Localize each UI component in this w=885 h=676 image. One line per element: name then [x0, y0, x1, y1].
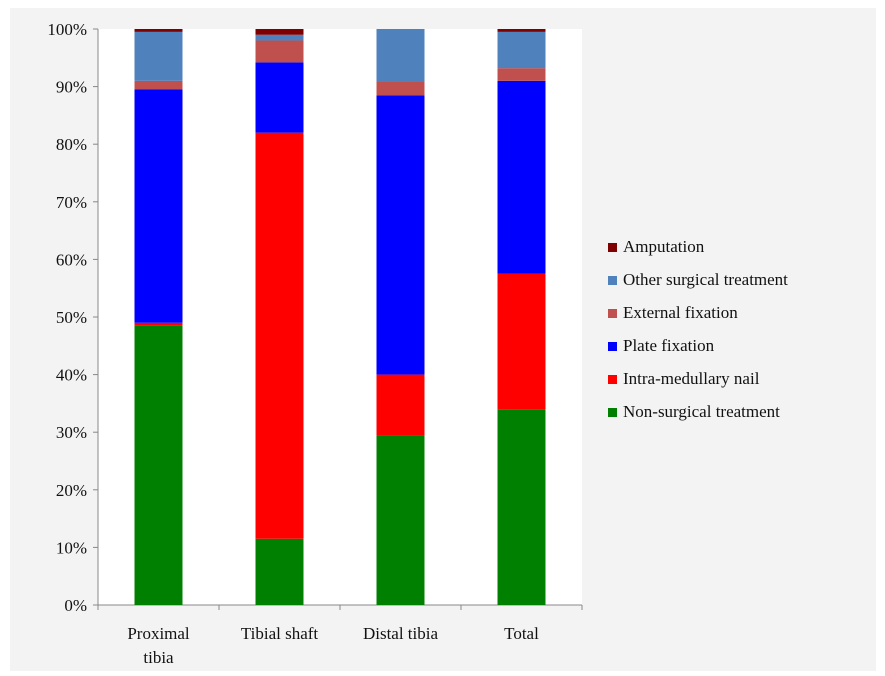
y-tick-label: 100%: [47, 20, 87, 39]
legend-swatch: [608, 276, 617, 285]
y-tick-label: 60%: [56, 250, 87, 269]
bar-segment: [497, 273, 546, 410]
bar-segment: [134, 322, 183, 326]
x-tick-label: tibia: [143, 648, 174, 667]
legend-swatch: [608, 342, 617, 351]
legend-item: Non-surgical treatment: [608, 402, 780, 421]
legend-label: Plate fixation: [623, 336, 715, 355]
bar-segment: [255, 40, 304, 63]
x-tick-label: Tibial shaft: [241, 624, 319, 643]
x-axis: Proximal tibia Tibial shaft Distal tibia Tot…: [97, 604, 583, 667]
y-tick-label: 50%: [56, 308, 87, 327]
legend-label: External fixation: [623, 303, 738, 322]
bar-segment: [255, 538, 304, 605]
bar-segment: [255, 29, 304, 35]
bar-segment: [497, 31, 546, 69]
bar-segment: [376, 81, 425, 96]
legend: Amputation Other surgical treatment Extern…: [608, 237, 788, 421]
bar-segment: [376, 29, 425, 82]
bar-segment: [134, 89, 183, 323]
legend-item: Other surgical treatment: [608, 270, 788, 289]
chart-frame: 0% 10% 20% 30% 40% 50% 60% 70% 80% 90% 100% Proxim…: [10, 8, 876, 671]
stacked-bar-chart: 0% 10% 20% 30% 40% 50% 60% 70% 80% 90% 100% Proxim…: [47, 20, 788, 667]
y-tick-label: 90%: [56, 78, 87, 97]
y-tick-label: 40%: [56, 366, 87, 385]
bar-segment: [497, 80, 546, 274]
legend-label: Amputation: [623, 237, 705, 256]
bar-segment: [376, 95, 425, 375]
bar-segment: [255, 62, 304, 133]
y-tick-label: 20%: [56, 481, 87, 500]
bar-segment: [376, 374, 425, 436]
legend-swatch: [608, 375, 617, 384]
bar-segment: [255, 34, 304, 41]
legend-item: Plate fixation: [608, 336, 715, 355]
y-tick-label: 30%: [56, 423, 87, 442]
legend-swatch: [608, 408, 617, 417]
y-tick-label: 80%: [56, 135, 87, 154]
bar-segment: [134, 29, 183, 32]
bars: [134, 29, 546, 605]
y-axis: 0% 10% 20% 30% 40% 50% 60% 70% 80% 90% 100%: [47, 20, 99, 615]
legend-swatch: [608, 243, 617, 252]
bar-segment: [497, 409, 546, 605]
bar-segment: [255, 132, 304, 539]
legend-label: Intra-medullary nail: [623, 369, 760, 388]
x-tick-label: Distal tibia: [363, 624, 439, 643]
y-tick-label: 0%: [64, 596, 87, 615]
bar-segment: [376, 435, 425, 605]
legend-item: Amputation: [608, 237, 705, 256]
x-tick-label: Proximal: [127, 624, 190, 643]
bar-segment: [134, 31, 183, 81]
y-tick-label: 70%: [56, 193, 87, 212]
bar-segment: [134, 80, 183, 90]
bar-segment: [134, 325, 183, 605]
legend-label: Other surgical treatment: [623, 270, 788, 289]
legend-item: Intra-medullary nail: [608, 369, 760, 388]
legend-item: External fixation: [608, 303, 738, 322]
y-tick-label: 10%: [56, 538, 87, 557]
x-tick-label: Total: [504, 624, 539, 643]
legend-label: Non-surgical treatment: [623, 402, 780, 421]
legend-swatch: [608, 309, 617, 318]
bar-segment: [497, 68, 546, 81]
bar-segment: [497, 29, 546, 32]
